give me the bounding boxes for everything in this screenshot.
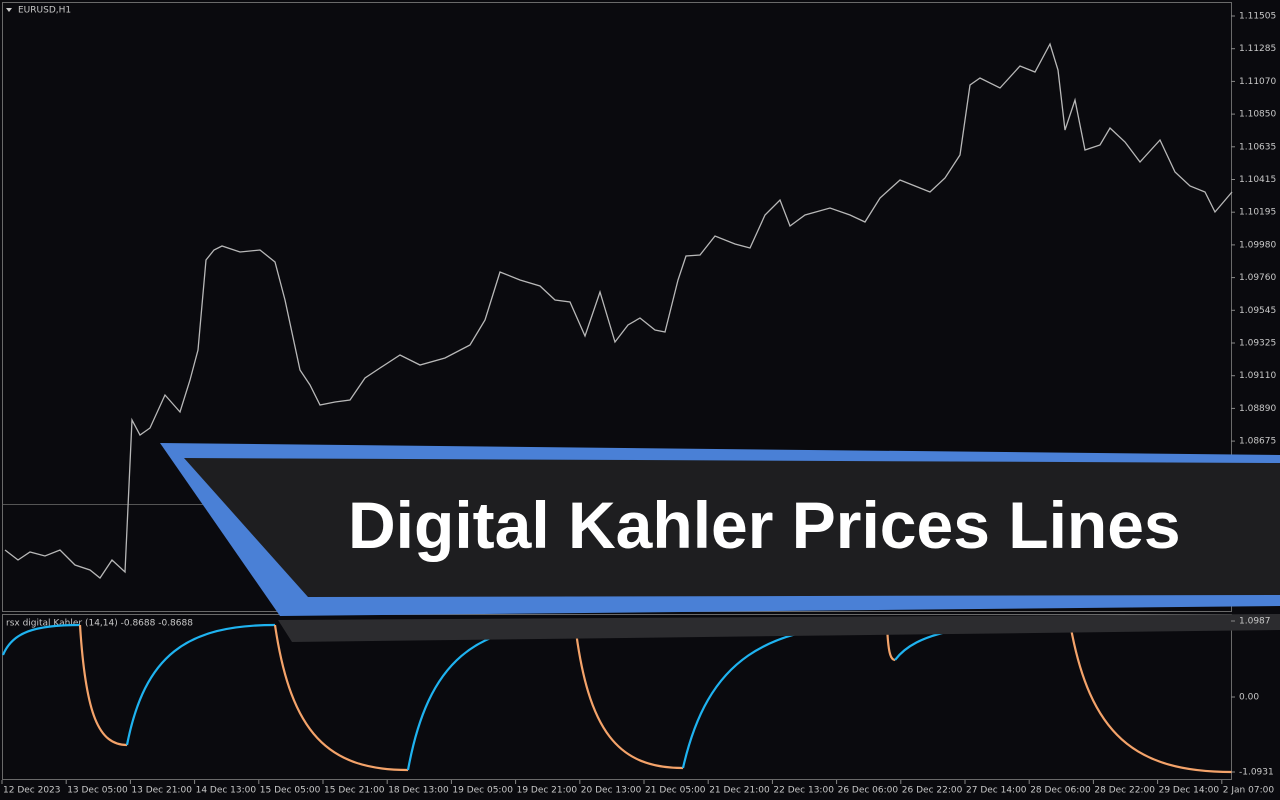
time-axis-label: 20 Dec 13:00 xyxy=(581,786,642,796)
time-axis-label: 18 Dec 13:00 xyxy=(388,786,449,796)
price-axis-label: 1.11070 xyxy=(1239,77,1276,87)
price-line xyxy=(4,42,1233,579)
price-axis-label: 1.10850 xyxy=(1239,110,1276,120)
symbol-menu-icon[interactable] xyxy=(6,8,12,12)
price-axis-label: 1.09325 xyxy=(1239,339,1276,349)
time-axis-label: 15 Dec 05:00 xyxy=(260,786,321,796)
price-axis-label: 1.09980 xyxy=(1239,240,1276,250)
time-axis-label: 27 Dec 14:00 xyxy=(966,786,1027,796)
price-axis-label: 1.08890 xyxy=(1239,404,1276,414)
time-axis-label: 21 Dec 21:00 xyxy=(709,786,770,796)
price-axis-label: 1.10635 xyxy=(1239,142,1276,152)
price-axis-label: 1.11285 xyxy=(1239,44,1276,54)
price-axis-label: 1.08675 xyxy=(1239,437,1276,447)
price-axis-label: 1.09760 xyxy=(1239,273,1276,283)
price-axis-label: 1.10415 xyxy=(1239,175,1276,185)
time-axis-label: 14 Dec 13:00 xyxy=(196,786,257,796)
price-axis-label: 1.09110 xyxy=(1239,371,1276,381)
indicator-rise-line xyxy=(125,623,276,746)
indicator-rise-line xyxy=(1,623,81,656)
time-axis-label: 12 Dec 2023 xyxy=(3,786,61,796)
indicator-fall-line xyxy=(78,624,128,747)
time-axis-label: 13 Dec 05:00 xyxy=(67,786,128,796)
time-axis-label: 28 Dec 06:00 xyxy=(1030,786,1091,796)
time-axis-label: 26 Dec 06:00 xyxy=(838,786,899,796)
banner-body xyxy=(184,458,1280,597)
indicator-fall-line xyxy=(1068,622,1233,774)
indicator-axis-label: -1.0931 xyxy=(1239,768,1274,778)
banner-title: Digital Kahler Prices Lines xyxy=(348,488,1181,562)
banner: Digital Kahler Prices Lines xyxy=(160,443,1280,642)
time-axis-label: 22 Dec 13:00 xyxy=(773,786,834,796)
price-axis-label: 1.09545 xyxy=(1239,306,1276,316)
indicator-axis-label: 1.0987 xyxy=(1239,617,1271,627)
time-axis-label: 15 Dec 21:00 xyxy=(324,786,385,796)
price-axis-label: 1.11505 xyxy=(1239,12,1276,22)
price-axis-label: 1.10195 xyxy=(1239,208,1276,218)
symbol-label: EURUSD,H1 xyxy=(18,6,71,16)
indicator-axis-label: 0.00 xyxy=(1239,693,1259,703)
time-axis-label: 26 Dec 22:00 xyxy=(902,786,963,796)
indicator-fall-line xyxy=(273,624,409,772)
time-axis-label: 19 Dec 05:00 xyxy=(452,786,513,796)
time-axis-label: 28 Dec 22:00 xyxy=(1094,786,1155,796)
time-axis-label: 29 Dec 14:00 xyxy=(1159,786,1220,796)
time-axis-label: 2 Jan 07:00 xyxy=(1223,786,1275,796)
time-axis-label: 19 Dec 21:00 xyxy=(517,786,578,796)
time-axis-label: 13 Dec 21:00 xyxy=(131,786,192,796)
time-axis-label: 21 Dec 05:00 xyxy=(645,786,706,796)
banner-shadow xyxy=(278,614,1280,642)
indicator-label: rsx digital Kahler (14,14) -0.8688 -0.86… xyxy=(6,619,193,629)
indicator-fall-line xyxy=(573,623,684,770)
